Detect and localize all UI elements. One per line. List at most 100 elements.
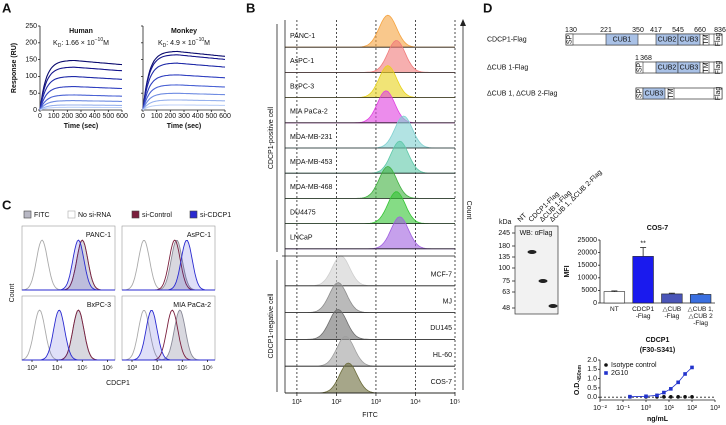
point — [628, 394, 632, 399]
x-tick-label: 10² — [331, 399, 342, 406]
x-tick-label: 500 — [205, 113, 217, 120]
domain — [667, 87, 675, 100]
x-tick-label: 200 — [164, 113, 176, 120]
y-axis-label: Response (RU) — [11, 43, 18, 93]
point — [676, 380, 680, 385]
y-tick-label: 50 — [29, 90, 37, 97]
x-tick-label: NT — [610, 306, 619, 313]
histogram — [285, 140, 455, 174]
construct-name: ΔCUB 1, ΔCUB 2-Flag — [487, 90, 558, 97]
y-tick-label: 100 — [25, 73, 37, 80]
y-tick-label: 5000 — [581, 287, 597, 294]
marker-label: 100 — [498, 265, 510, 272]
sensorgram — [39, 100, 122, 111]
point — [669, 395, 673, 399]
domain — [677, 61, 701, 74]
x-axis-label: Time (sec) — [64, 123, 99, 130]
kd-unit: M — [204, 40, 210, 47]
residue-number: 836 — [714, 27, 726, 34]
x-tick-label: 10⁴ — [152, 365, 163, 372]
x-tick-label: 10⁶ — [102, 365, 113, 372]
count-arrow-head — [460, 19, 466, 26]
legend-swatch — [189, 210, 198, 219]
domain-label: TM — [703, 62, 710, 72]
x-tick-label: 100 — [48, 113, 60, 120]
panel-letter: C — [2, 197, 12, 212]
x-tick-label: △CUB 1, △CUB 2 -Flag — [687, 306, 714, 327]
x-tick-label: 600 — [116, 113, 128, 120]
domain-label: Flag — [715, 33, 722, 47]
chart-title: Monkey — [171, 28, 197, 35]
point — [662, 395, 666, 399]
sensorgram — [39, 86, 122, 111]
x-tick-label: 10⁵ — [77, 365, 88, 372]
histogram — [122, 309, 215, 361]
kd-value: : 4.9 × 10 — [166, 40, 195, 47]
x-tick-label: 10⁴ — [52, 365, 63, 372]
bar — [661, 293, 683, 304]
significance: ** — [640, 240, 646, 247]
y-axis-label: Count — [465, 201, 472, 220]
marker-label: 180 — [498, 243, 510, 250]
legend-label: FITC — [34, 212, 50, 219]
x-tick-label: 500 — [102, 113, 114, 120]
sample-label: DU145 — [430, 325, 452, 332]
lane-label: NT — [517, 212, 529, 224]
legend-swatch — [23, 210, 32, 219]
histogram — [122, 239, 215, 291]
point — [676, 395, 680, 399]
sample-label: AsPC-1 — [290, 58, 314, 65]
chart-title: Human — [69, 28, 93, 35]
legend-label: No si-RNA — [78, 212, 111, 219]
y-tick-label: 200 — [25, 40, 37, 47]
kd-k: K — [158, 40, 163, 47]
chart-title: COS-7 — [647, 225, 669, 232]
x-tick-label: 200 — [61, 113, 73, 120]
kd-d: D — [163, 43, 167, 49]
sensorgram — [39, 75, 122, 111]
sensorgram — [142, 92, 226, 111]
histogram — [122, 309, 215, 361]
residue-number: 545 — [672, 27, 684, 34]
group-label: CDCP1-negative cell — [268, 293, 275, 358]
panel-label: BxPC-3 — [87, 302, 111, 309]
y-tick-label: 15000 — [578, 262, 598, 269]
domain — [605, 33, 639, 46]
legend-label: si-Control — [142, 212, 172, 219]
domain-label: CUB3 — [680, 36, 699, 43]
domain-label: TM — [668, 88, 675, 98]
y-axis-label-sub: 450nm — [577, 364, 583, 380]
marker-label: 75 — [502, 278, 510, 285]
marker-label: 135 — [498, 254, 510, 261]
probe-label: WB: αFlag — [520, 230, 553, 237]
point — [690, 395, 694, 399]
y-tick-label: 250 — [25, 23, 37, 30]
point — [683, 372, 687, 376]
sample-label: BxPC-3 — [290, 83, 314, 90]
legend-label: si-CDCP1 — [200, 212, 231, 219]
sample-label: MDA-MB-453 — [290, 159, 333, 166]
x-tick-label: 0 — [141, 113, 145, 120]
legend-marker — [604, 371, 608, 375]
legend-marker — [604, 363, 608, 367]
panel-label: PANC-1 — [86, 232, 111, 239]
x-axis-label: FITC — [362, 412, 378, 419]
kd-label: KD: 1.66 × 10−10M — [53, 37, 109, 49]
x-tick-label: 100 — [151, 113, 163, 120]
x-tick-label: △CUB -Flag — [662, 306, 682, 320]
histogram — [22, 309, 115, 361]
legend-label: 2G10 — [611, 370, 628, 377]
domain — [635, 61, 644, 74]
kd-exp: −10 — [196, 37, 205, 43]
domain-label: SP — [566, 35, 573, 45]
x-tick-label: 600 — [219, 113, 231, 120]
legend-swatch — [131, 210, 140, 219]
domain-label: CUB2 — [658, 36, 677, 43]
sensorgram — [39, 94, 122, 111]
bar — [632, 256, 654, 304]
domain — [565, 33, 574, 46]
x-axis-label: CDCP1 — [106, 380, 130, 387]
kd-value: : 1.66 × 10 — [61, 40, 94, 47]
